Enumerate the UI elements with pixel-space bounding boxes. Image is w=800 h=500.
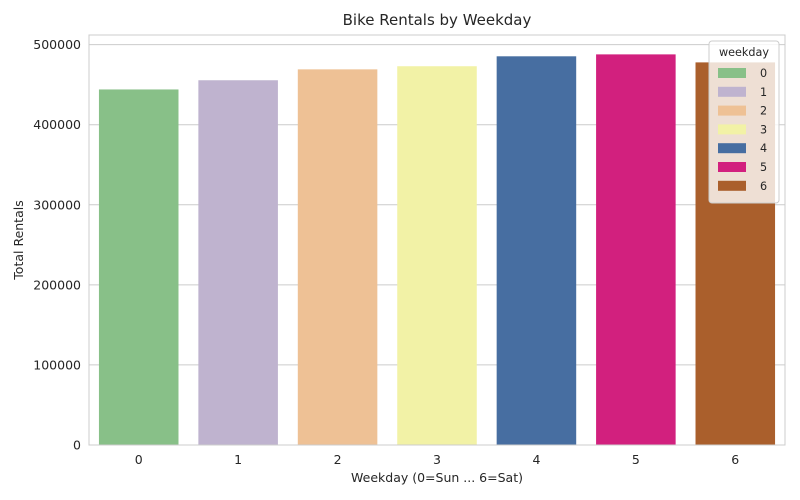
legend-label: 3 <box>760 123 767 136</box>
legend-label: 5 <box>760 161 767 174</box>
x-tick-label: 4 <box>532 452 540 467</box>
x-tick-labels: 0 1 2 3 4 5 6 <box>135 452 740 467</box>
bar-4 <box>496 56 577 445</box>
legend-title: weekday <box>719 46 769 59</box>
bar-0 <box>98 89 179 445</box>
legend-swatch <box>718 86 746 97</box>
legend-box <box>708 40 780 204</box>
x-tick-label: 0 <box>135 452 143 467</box>
legend-label: 6 <box>760 180 767 193</box>
x-tick-label: 2 <box>334 452 342 467</box>
legend-label: 4 <box>760 142 767 155</box>
y-tick-label: 200000 <box>33 277 81 292</box>
y-tick-label: 500000 <box>33 37 81 52</box>
legend-label: 1 <box>760 86 767 99</box>
bar-3 <box>397 66 477 445</box>
legend-swatch <box>718 143 746 154</box>
x-tick-label: 6 <box>731 452 739 467</box>
legend-label: 2 <box>760 105 767 118</box>
y-axis-label: Total Rentals <box>11 200 26 280</box>
legend-items: 0 1 2 3 4 5 6 <box>718 67 767 193</box>
legend-swatch <box>718 105 746 116</box>
y-tick-label: 400000 <box>33 117 81 132</box>
y-tick-label: 300000 <box>33 197 81 212</box>
bars <box>98 54 776 445</box>
chart-title: Bike Rentals by Weekday <box>343 11 532 29</box>
y-tick-label: 100000 <box>33 357 81 372</box>
bar-1 <box>198 80 278 445</box>
legend-label: 0 <box>760 67 767 80</box>
bar-5 <box>596 54 676 445</box>
y-tick-label: 0 <box>73 438 81 453</box>
legend-swatch <box>718 180 746 191</box>
axes-frame <box>88 34 786 446</box>
legend-swatch <box>718 68 746 78</box>
bar-2 <box>297 69 378 445</box>
x-axis-label: Weekday (0=Sun ... 6=Sat) <box>351 470 523 485</box>
x-tick-label: 5 <box>632 452 640 467</box>
x-tick-label: 1 <box>234 452 242 467</box>
legend-swatch <box>718 124 746 135</box>
y-tick-labels: 0 100000 200000 300000 400000 500000 <box>33 37 81 452</box>
x-tick-label: 3 <box>433 452 441 467</box>
legend: weekday 0 1 2 3 4 5 6 <box>708 40 780 204</box>
legend-swatch <box>718 162 746 172</box>
